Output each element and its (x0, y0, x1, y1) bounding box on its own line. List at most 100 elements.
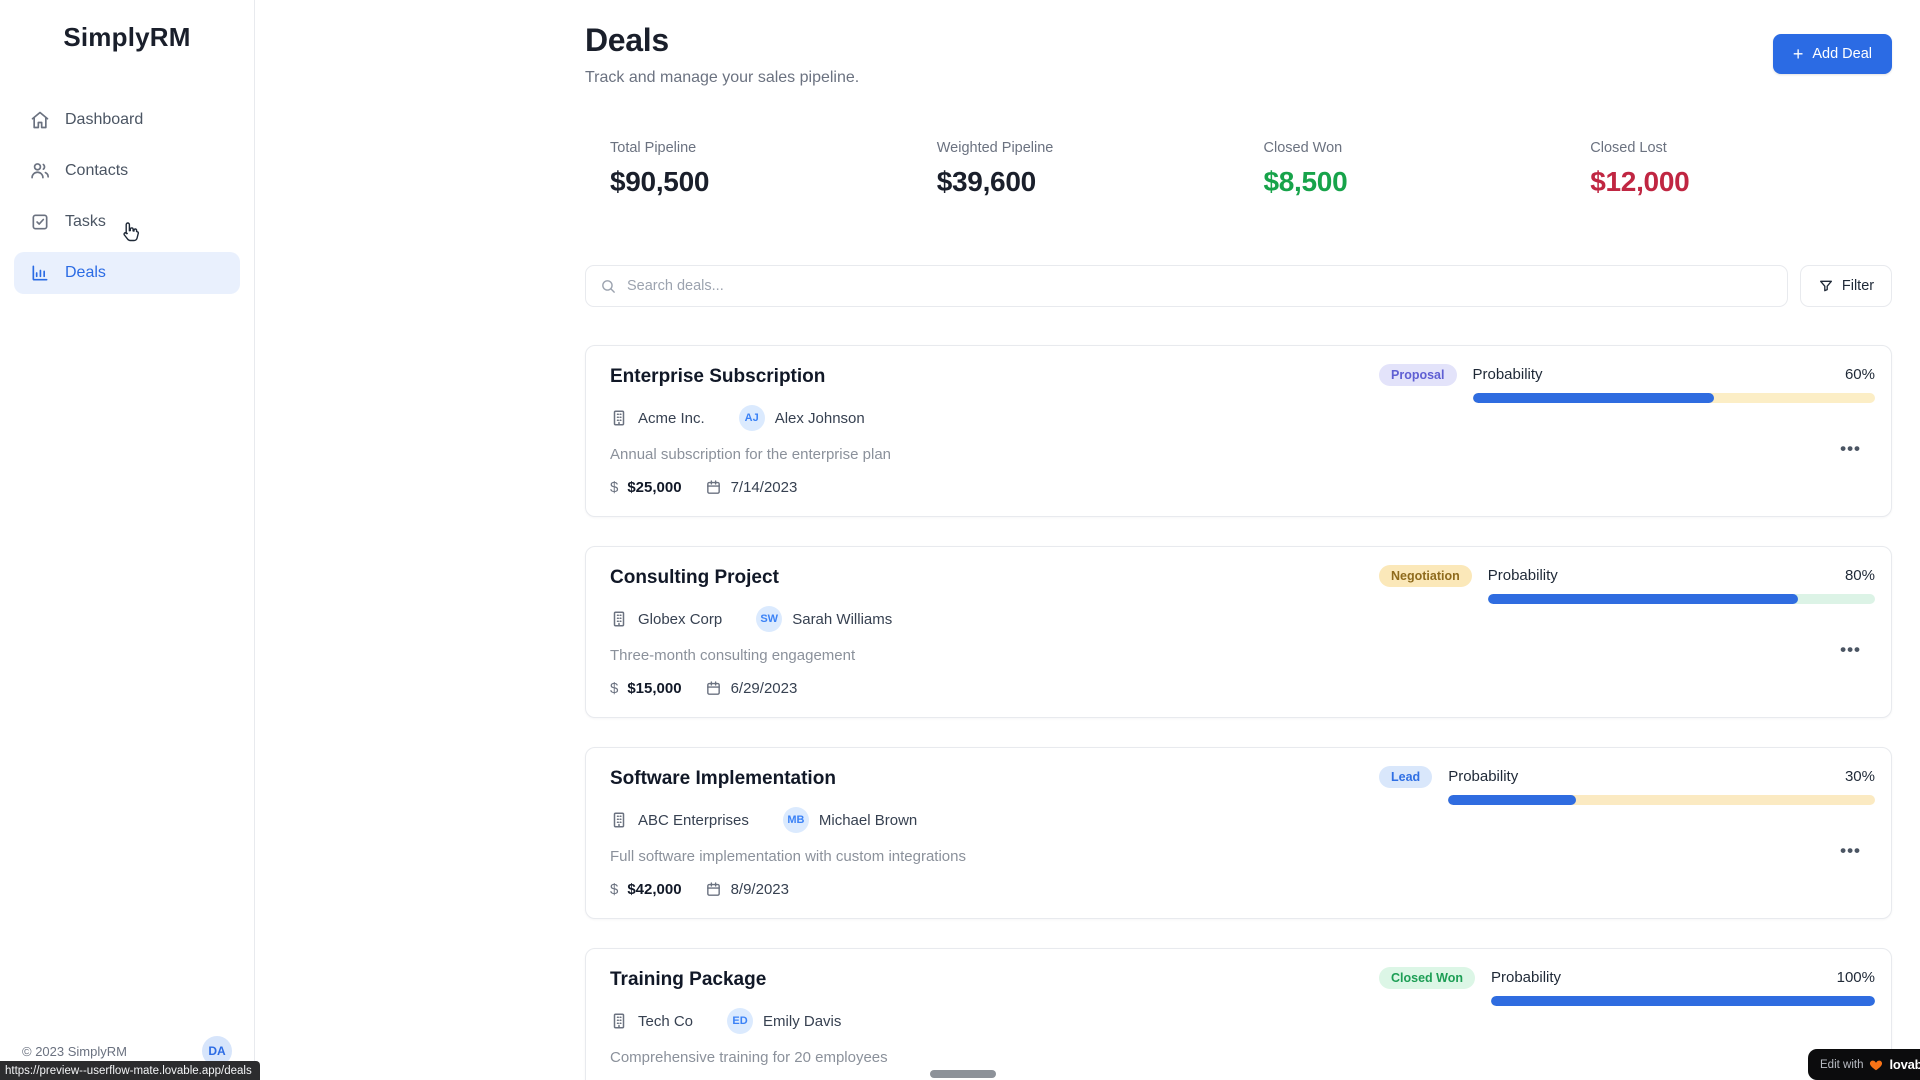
dollar-icon: $ (610, 680, 619, 697)
probability-block: Probability 60% (1472, 364, 1875, 403)
probability-block: Probability 80% (1487, 565, 1875, 604)
building-icon (613, 611, 625, 627)
stat-total-pipeline: Total Pipeline $90,500 (585, 140, 912, 198)
filter-label: Filter (1841, 278, 1875, 294)
deal-date: 7/14/2023 (730, 479, 798, 496)
sidebar-item-deals[interactable]: Deals (14, 252, 240, 294)
deal-menu-button[interactable]: ••• (1840, 640, 1861, 659)
stat-weighted-pipeline: Weighted Pipeline $39,600 (912, 140, 1239, 198)
stat-value: $8,500 (1263, 166, 1348, 197)
contacts-icon (31, 163, 50, 179)
deal-amount: $15,000 (627, 680, 682, 697)
contact-avatar: MB (782, 807, 809, 833)
contact-avatar: AJ (738, 405, 765, 431)
stat-value: $90,500 (610, 166, 710, 197)
stat-label: Closed Lost (1590, 140, 1667, 156)
probability-track (1491, 996, 1875, 1006)
sidebar-item-label: Deals (65, 264, 106, 281)
deal-menu-button[interactable]: ••• (1840, 841, 1861, 860)
link-preview-url: https://preview--userflow-mate.lovable.a… (5, 1064, 252, 1077)
probability-fill (1448, 795, 1577, 805)
probability-label: Probability (1472, 366, 1543, 383)
page-subtitle: Track and manage your sales pipeline. (585, 69, 860, 86)
probability-track (1487, 594, 1875, 604)
filter-button[interactable]: Filter (1800, 265, 1892, 307)
deal-money-row: $ $42,000 8/9/2023 (610, 881, 1867, 898)
deal-company: Tech Co (638, 1012, 694, 1030)
deal-company: ABC Enterprises (638, 811, 749, 829)
probability-value: 80% (1844, 567, 1875, 584)
stage-badge: Lead (1379, 766, 1433, 788)
copyright-text: © 2023 SimplyRM (22, 1043, 127, 1059)
deals-toolbar: Filter (585, 265, 1892, 307)
probability-value: 30% (1844, 768, 1875, 785)
probability-fill (1491, 996, 1875, 1006)
contact-avatar: SW (756, 606, 783, 632)
deal-title: Enterprise Subscription (610, 366, 826, 387)
lovable-badge[interactable]: Edit with lovable (1808, 1049, 1920, 1080)
lovable-prefix: Edit with (1820, 1058, 1864, 1071)
building-icon (613, 812, 625, 828)
sidebar: SimplyRM Dashboard Contacts Tasks Deals … (0, 0, 255, 1080)
probability-block: Probability 100% (1491, 967, 1875, 1006)
sidebar-item-contacts[interactable]: Contacts (14, 150, 240, 192)
stat-label: Weighted Pipeline (936, 140, 1054, 156)
app-logo: SimplyRM (63, 22, 191, 52)
sidebar-item-label: Tasks (65, 213, 106, 230)
add-deal-label: Add Deal (1812, 46, 1872, 62)
deal-list: Enterprise Subscription Acme Inc. AJ Ale… (585, 345, 1892, 1080)
stage-badge: Closed Won (1379, 967, 1475, 989)
probability-value: 60% (1844, 366, 1875, 383)
deal-date: 6/29/2023 (730, 680, 798, 697)
deal-description: Full software implementation with custom… (610, 848, 966, 865)
main-content: Deals Track and manage your sales pipeli… (585, 0, 1892, 1080)
deal-description: Annual subscription for the enterprise p… (610, 446, 892, 463)
deal-amount: $42,000 (627, 881, 682, 898)
deal-money-row: $ $15,000 6/29/2023 (610, 680, 1867, 697)
deal-contact: Sarah Williams (792, 610, 893, 628)
deal-card[interactable]: Software Implementation ABC Enterprises … (585, 747, 1892, 919)
sidebar-item-dashboard[interactable]: Dashboard (14, 99, 240, 141)
tasks-icon (32, 214, 48, 230)
scroll-drag-handle[interactable] (930, 1070, 996, 1078)
deal-description: Comprehensive training for 20 employees (610, 1049, 888, 1066)
deal-title: Training Package (610, 969, 767, 990)
deal-amount: $25,000 (627, 479, 682, 496)
calendar-icon (706, 681, 720, 695)
deal-card[interactable]: Training Package Tech Co ED Emily Davis … (585, 948, 1892, 1080)
probability-label: Probability (1491, 969, 1562, 986)
add-deal-button[interactable]: + Add Deal (1772, 34, 1892, 74)
stat-label: Closed Won (1263, 140, 1343, 156)
sidebar-item-tasks[interactable]: Tasks (14, 201, 240, 243)
deal-card[interactable]: Consulting Project Globex Corp SW Sarah … (585, 546, 1892, 718)
deal-right-panel: Negotiation Probability 80% (1379, 565, 1875, 604)
calendar-icon (706, 882, 720, 896)
sidebar-nav: Dashboard Contacts Tasks Deals (0, 99, 254, 294)
probability-fill (1472, 393, 1714, 403)
plus-icon: + (1792, 44, 1804, 64)
deal-title: Software Implementation (610, 768, 836, 789)
building-icon (613, 410, 625, 426)
probability-value: 100% (1836, 969, 1875, 986)
calendar-icon (706, 480, 720, 494)
deal-date: 8/9/2023 (730, 881, 789, 898)
probability-track (1448, 795, 1875, 805)
deal-card[interactable]: Enterprise Subscription Acme Inc. AJ Ale… (585, 345, 1892, 517)
probability-fill (1487, 594, 1798, 604)
deal-meta: Globex Corp SW Sarah Williams (610, 606, 1867, 632)
deal-contact: Emily Davis (763, 1012, 842, 1030)
deal-meta: Tech Co ED Emily Davis (610, 1008, 1867, 1034)
stat-value: $12,000 (1590, 166, 1690, 197)
stage-badge: Proposal (1379, 364, 1457, 386)
sidebar-item-label: Contacts (65, 162, 129, 179)
deal-right-panel: Lead Probability 30% (1379, 766, 1875, 805)
deal-menu-button[interactable]: ••• (1840, 439, 1861, 458)
search-box (585, 265, 1788, 307)
deal-contact: Michael Brown (818, 811, 918, 829)
sidebar-footer: © 2023 SimplyRM DA (0, 1036, 254, 1066)
link-preview-statusbar: https://preview--userflow-mate.lovable.a… (0, 1061, 260, 1080)
home-icon (31, 111, 49, 129)
search-input[interactable] (627, 278, 1773, 294)
deal-right-panel: Proposal Probability 60% (1379, 364, 1875, 403)
